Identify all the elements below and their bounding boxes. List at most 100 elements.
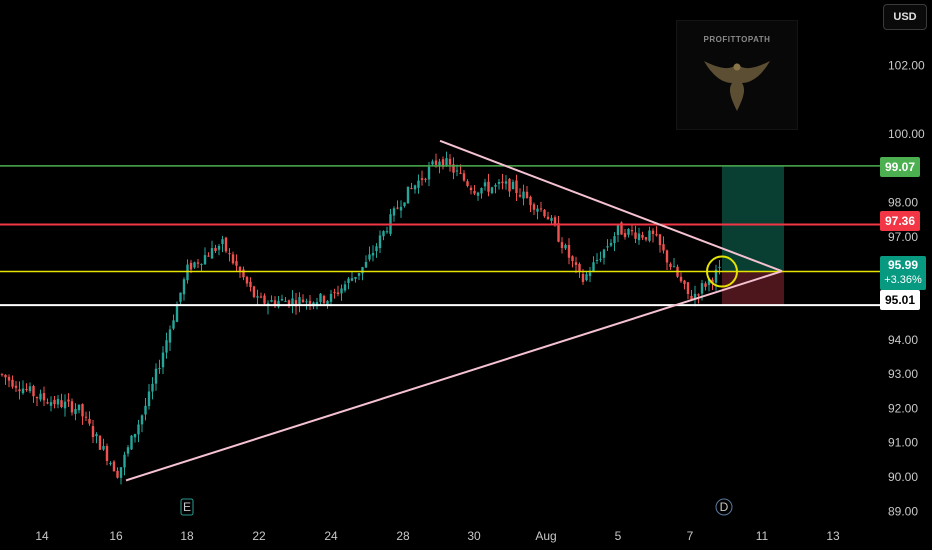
candle-body [403,202,406,207]
candle-body [67,399,70,402]
time-tick-label: 7 [687,529,694,543]
candle-body [326,300,329,306]
candle-body [189,262,193,270]
currency-selector-button[interactable]: USD [883,4,927,30]
candle-body [245,276,249,284]
candle-body [658,234,662,246]
candle-body [599,258,602,260]
candle-body [168,329,172,343]
earnings-marker-label: E [183,500,191,514]
candle-body [151,383,154,392]
candle-body [70,401,74,413]
candle-body [420,178,424,180]
candle-body [515,180,518,194]
candle-body [616,224,620,235]
trade-stop-zone [722,271,784,306]
candle-body [613,236,616,244]
candle-body [294,300,298,307]
candle-body [273,300,277,306]
time-tick-label: 28 [396,529,410,543]
candle-body [305,301,308,303]
candle-body [252,286,256,297]
candle-body [179,292,182,302]
candle-body [154,368,158,384]
brand-name: PROFITTOPATH [703,35,771,44]
candle-body [522,191,525,199]
candle-body [648,230,651,241]
candle-body [560,242,564,249]
candle-body [350,278,354,281]
candle-body [424,178,427,180]
candle-body [172,320,175,329]
candle-body [301,299,305,303]
brand-watermark: PROFITTOPATH [676,20,798,130]
time-tick-label: 16 [109,529,123,543]
dividend-marker-icon [715,498,733,516]
candle-body [588,272,592,277]
candle-body [669,263,672,267]
candle-body [410,188,413,190]
candle-body [399,206,403,211]
candle-body [256,296,259,298]
candle-body [609,242,613,246]
candle-body [483,182,487,187]
candle-body [452,164,455,173]
price-axis: 102.00 100.00 98.00 97.00 94.00 93.00 92.00 91.… [888,58,925,518]
candle-body [91,426,95,437]
candle-body [553,217,557,226]
candle-body [529,196,532,206]
candle-body [105,446,109,462]
candle-body [137,424,140,435]
candle-body [224,237,228,252]
price-tick-label: 94.00 [888,333,918,347]
price-tick-label: 90.00 [888,470,918,484]
candle-body [543,209,546,217]
candle-body [662,244,665,251]
time-tick-label: 5 [615,529,622,543]
candle-body [315,302,319,305]
candle-body [228,253,231,255]
candle-body [357,273,361,276]
price-tick-label: 102.00 [888,58,925,72]
candle-body [88,418,91,424]
candle-body [347,278,350,283]
candle-body [711,279,714,283]
candle-body [95,434,98,437]
candle-body [238,266,242,272]
time-tick-label: Aug [535,529,556,543]
time-tick-label: 22 [252,529,266,543]
candle-body [291,298,294,306]
highlight-circle [706,255,738,288]
candle-body [476,192,480,196]
candle-body [60,400,63,408]
candle-body [242,269,245,278]
candle-body [665,250,669,263]
candle-body [35,397,39,399]
price-label-resistance-red: 97.36 [880,211,920,231]
candle-body [620,222,623,235]
candle-body [18,389,21,392]
candle-body [126,447,130,454]
candle-body [249,281,252,288]
candle-body [39,393,42,400]
candle-body [298,297,301,305]
price-tick-label: 98.00 [888,196,918,210]
candle-body [469,187,473,191]
candle-body [14,385,18,388]
candle-body [158,368,161,370]
candle-body [714,269,718,283]
candle-body [550,218,553,221]
candle-body [536,208,539,212]
candle-body [473,190,476,194]
candle-body [406,186,410,204]
candle-body [375,246,378,252]
candle-body [123,454,126,468]
candle-body [371,253,375,256]
candle-body [480,188,483,194]
candle-body [368,254,371,260]
candle-body [63,401,67,409]
candle-body [578,263,581,272]
candle-body [700,283,704,294]
candle-body [592,262,595,272]
